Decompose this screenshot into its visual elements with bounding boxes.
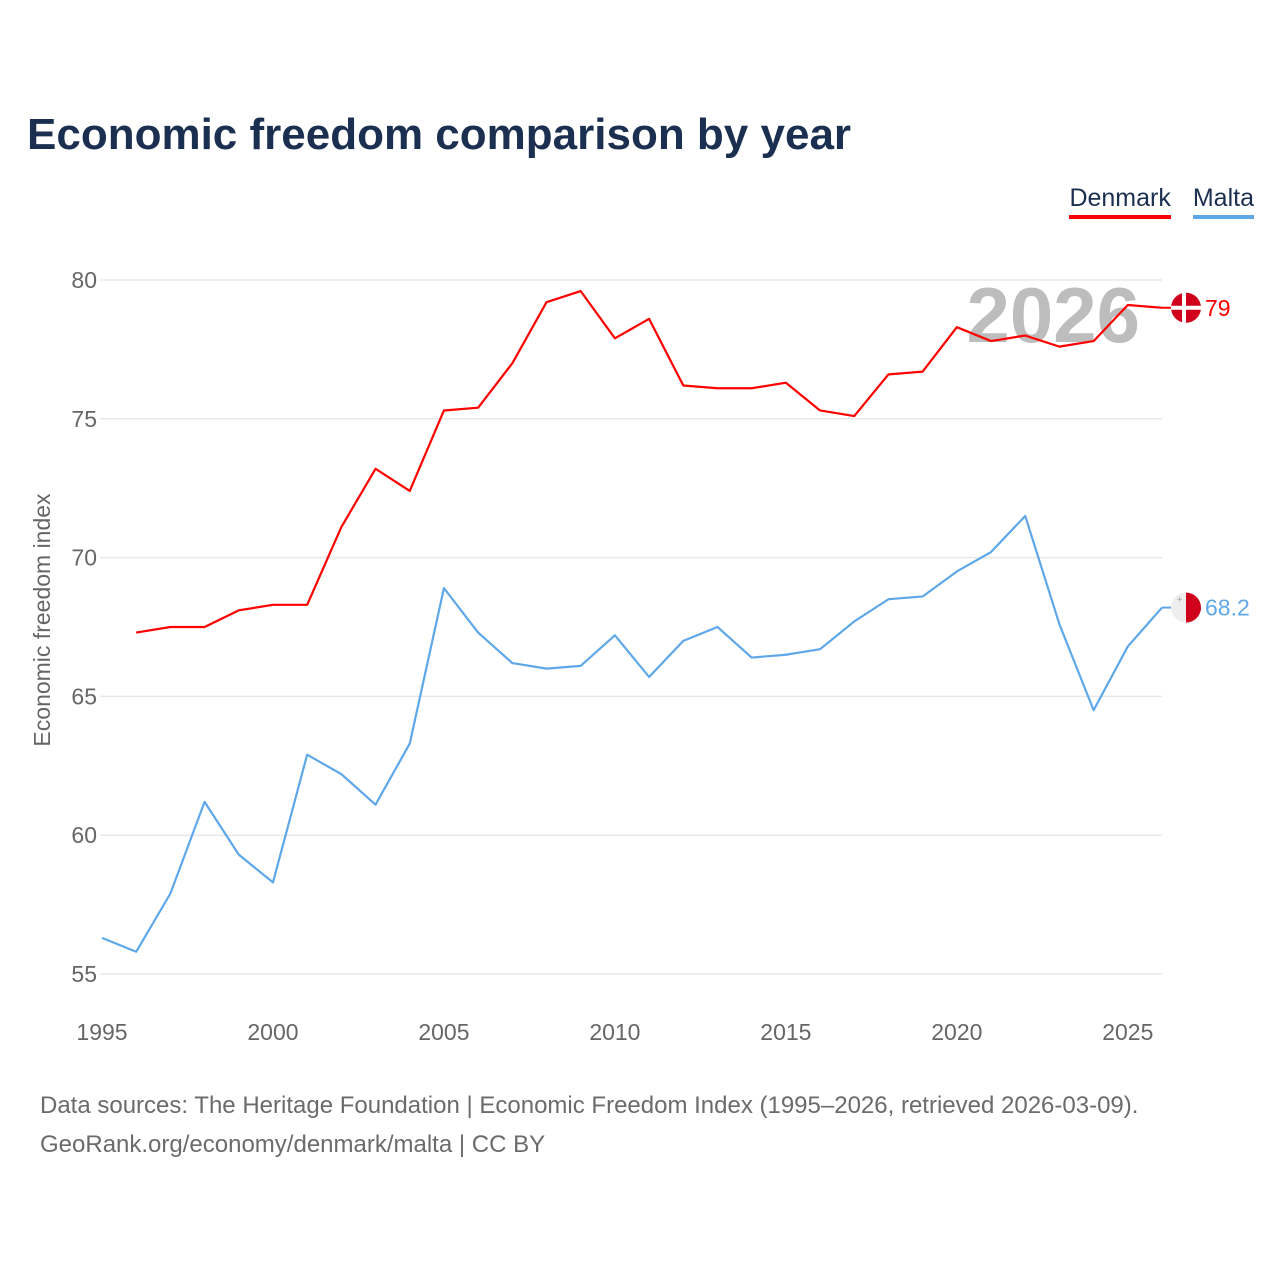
y-tick-label: 55 [71, 961, 97, 987]
chart-title: Economic freedom comparison by year [27, 110, 852, 159]
end-value-label: 79 [1205, 295, 1231, 321]
x-tick-label: 2020 [931, 1019, 982, 1045]
x-tick-label: 2000 [247, 1019, 298, 1045]
flag-denmark-icon [1171, 292, 1201, 323]
legend: Denmark Malta [1069, 184, 1254, 219]
y-tick-label: 65 [71, 683, 97, 709]
x-tick-label: 2005 [418, 1019, 469, 1045]
legend-item-malta[interactable]: Malta [1192, 184, 1254, 219]
axes: 55 60 65 70 75 80 1995 2000 2005 2010 2015 2020 2025 [71, 267, 1153, 1045]
data-source-note: Data sources: The Heritage Foundation | … [40, 1092, 1139, 1119]
footer: Data sources: The Heritage Foundation | … [40, 1086, 1138, 1164]
svg-text:+: + [1177, 595, 1182, 605]
y-tick-label: 60 [71, 822, 97, 848]
attribution-link[interactable]: GeoRank.org/economy/denmark/malta | CC B… [40, 1131, 546, 1158]
x-tick-label: 2015 [760, 1019, 811, 1045]
y-tick-label: 80 [71, 267, 97, 293]
flag-malta-icon: + [1171, 592, 1202, 623]
x-tick-label: 2025 [1102, 1019, 1153, 1045]
current-year-watermark: 2026 [966, 271, 1140, 359]
series-end-labels: 79 + 68.2 [1162, 292, 1250, 623]
y-axis-label: Economic freedom index [29, 493, 55, 747]
y-tick-label: 70 [71, 545, 97, 571]
series-line-denmark [136, 290, 1163, 634]
x-tick-label: 2010 [589, 1019, 640, 1045]
grid [100, 279, 1162, 975]
end-value-label: 68.2 [1205, 595, 1250, 621]
series-line-malta [101, 514, 1163, 953]
series-lines [101, 290, 1163, 953]
legend-item-denmark[interactable]: Denmark [1069, 184, 1171, 219]
x-tick-label: 1995 [76, 1019, 127, 1045]
y-tick-label: 75 [71, 406, 97, 432]
